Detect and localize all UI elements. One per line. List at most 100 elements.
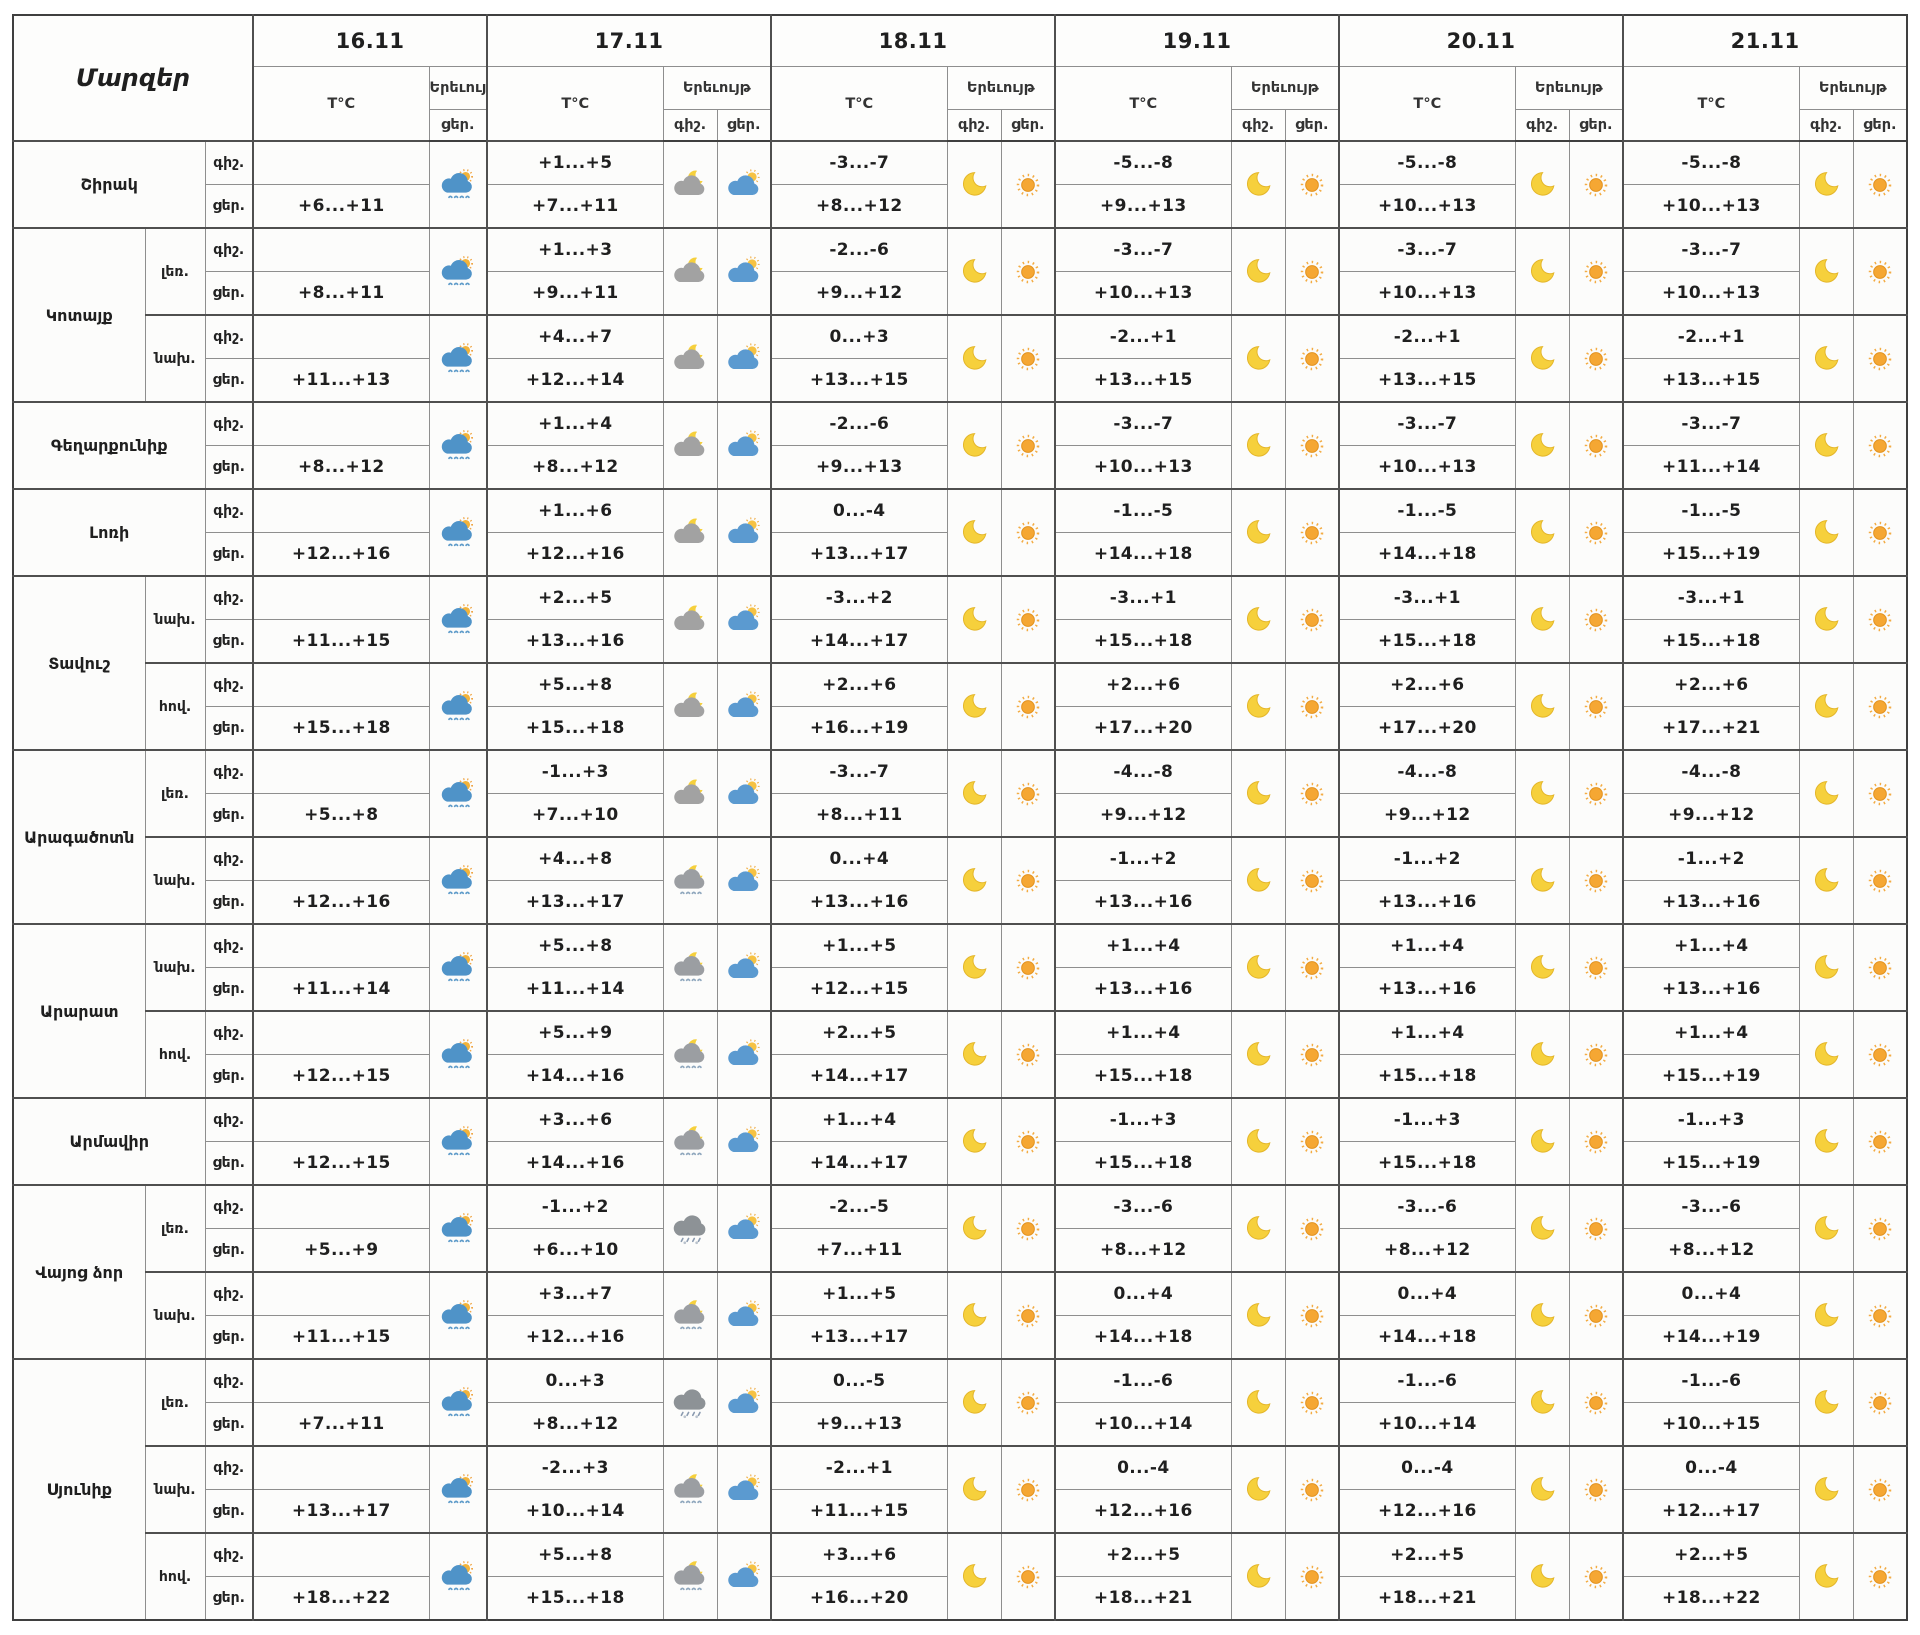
zone-cell: նախ. xyxy=(144,1271,206,1360)
day-temp-cell: +10...+13 xyxy=(1622,184,1800,229)
day-temp-cell: +10...+13 xyxy=(1338,184,1516,229)
sun-cloud-rain-icon xyxy=(439,342,477,375)
night-temp-cell: 0...-4 xyxy=(1054,1445,1232,1490)
moon-icon xyxy=(1811,605,1841,635)
cloud-moon-rain-icon xyxy=(671,1560,709,1593)
night-temp-cell: +1...+4 xyxy=(1338,923,1516,968)
sun-icon xyxy=(1865,1040,1895,1070)
night-label-cell: գիշ. xyxy=(204,401,254,446)
moon-icon xyxy=(1811,1214,1841,1244)
day-weather-icon-cell xyxy=(716,401,772,490)
night-temp-cell: +2...+5 xyxy=(1054,1532,1232,1577)
day-weather-icon-cell xyxy=(1852,1271,1908,1360)
night-weather-icon-cell xyxy=(1798,1445,1854,1534)
forecast-row-night: հով. գիշ. +5...+8 +3...+6 +2...+5 +2...+5 +2..… xyxy=(13,1532,1908,1621)
night-weather-icon-cell xyxy=(946,1010,1002,1099)
night-temp-cell: -1...-6 xyxy=(1338,1358,1516,1403)
cloud-moon-icon xyxy=(671,690,709,723)
day-weather-icon-cell xyxy=(716,575,772,664)
night-column-header: գիշ. xyxy=(1230,109,1286,142)
night-temp-cell: 0...+4 xyxy=(1338,1271,1516,1316)
day-temp-cell: +10...+14 xyxy=(1338,1402,1516,1447)
table-body: Շիրակ գիշ. +1...+5 -3...-7 -5...-8 -5...-8 -5.… xyxy=(12,140,1908,1621)
night-weather-icon-cell xyxy=(1798,1532,1854,1621)
night-weather-icon-cell xyxy=(1798,836,1854,925)
date-header: 20.11 xyxy=(1338,14,1624,67)
day-column-header: ցեր. xyxy=(1000,109,1056,142)
night-weather-icon-cell xyxy=(1514,1097,1570,1186)
moon-icon xyxy=(1243,1388,1273,1418)
forecast-row-night: Տավուշ նախ. գիշ. +2...+5 -3...+2 -3...+1 -3...… xyxy=(12,575,1908,751)
night-temp-cell: +2...+5 xyxy=(486,575,664,620)
date-header: 19.11 xyxy=(1054,14,1340,67)
day-temp-cell: +18...+22 xyxy=(1622,1576,1800,1621)
night-temp-cell: 0...+3 xyxy=(486,1358,664,1403)
day-weather-icon-cell xyxy=(716,1445,772,1534)
sun-icon xyxy=(1581,170,1611,200)
night-weather-icon-cell xyxy=(662,836,718,925)
day-label-cell: ցեր. xyxy=(204,706,254,751)
day-weather-icon-cell xyxy=(1284,314,1340,403)
night-weather-icon-cell xyxy=(1514,923,1570,1012)
day-weather-icon-cell xyxy=(1852,227,1908,316)
day-temp-cell: +15...+18 xyxy=(1054,1141,1232,1186)
day-weather-icon-cell xyxy=(1000,140,1056,229)
night-temp-cell xyxy=(252,1010,430,1055)
sun-icon xyxy=(1297,1301,1327,1331)
night-weather-icon-cell xyxy=(1798,1184,1854,1273)
day-temp-cell: +13...+16 xyxy=(770,880,948,925)
cloud-moon-rain-icon xyxy=(671,951,709,984)
day-temp-cell: +13...+16 xyxy=(1338,880,1516,925)
cloud-moon-rain-icon xyxy=(671,864,709,897)
night-weather-icon-cell xyxy=(662,1358,718,1447)
night-temp-cell: +1...+6 xyxy=(486,488,664,533)
day-weather-icon-cell xyxy=(1284,1532,1340,1621)
moon-icon xyxy=(1811,344,1841,374)
night-temp-cell: -3...-6 xyxy=(1054,1184,1232,1229)
night-weather-icon-cell xyxy=(1230,227,1286,316)
sun-icon xyxy=(1581,344,1611,374)
cloud-rain-snow-icon xyxy=(671,1212,709,1245)
sun-icon xyxy=(1865,1301,1895,1331)
forecast-row-day: ցեր. +8...+12 +8...+12 +9...+13 +10...+13 +10… xyxy=(13,445,1907,490)
cloud-sun-icon xyxy=(725,951,763,984)
cloud-sun-icon xyxy=(725,168,763,201)
night-temp-cell: 0...+4 xyxy=(1622,1271,1800,1316)
night-weather-icon-cell xyxy=(1514,227,1570,316)
sun-icon xyxy=(1297,866,1327,896)
cloud-moon-icon xyxy=(671,429,709,462)
day-weather-icon-cell xyxy=(716,1010,772,1099)
cloud-sun-icon xyxy=(725,342,763,375)
forecast-row-night: Արմավիր գիշ. +3...+6 +1...+4 -1...+3 -1...+3 -… xyxy=(12,1097,1908,1186)
day-label-cell: ցեր. xyxy=(204,1054,254,1099)
night-temp-cell: -2...+1 xyxy=(1338,314,1516,359)
day-weather-icon-cell xyxy=(428,662,488,751)
day-column-header: ցեր. xyxy=(716,109,772,142)
date-header: 21.11 xyxy=(1622,14,1908,67)
sun-icon xyxy=(1581,1301,1611,1331)
day-temp-cell: +12...+16 xyxy=(252,532,430,577)
sun-cloud-rain-icon xyxy=(439,690,477,723)
night-temp-cell xyxy=(252,227,430,272)
day-weather-icon-cell xyxy=(1568,1532,1624,1621)
cloud-moon-rain-icon xyxy=(671,1473,709,1506)
night-weather-icon-cell xyxy=(1798,314,1854,403)
sun-icon xyxy=(1013,779,1043,809)
moon-icon xyxy=(1243,779,1273,809)
night-temp-cell: +4...+8 xyxy=(486,836,664,881)
day-temp-cell: +10...+13 xyxy=(1338,271,1516,316)
day-temp-cell: +13...+15 xyxy=(770,358,948,403)
night-temp-cell: -1...+2 xyxy=(1622,836,1800,881)
day-weather-icon-cell xyxy=(1852,662,1908,751)
night-temp-cell: -2...+1 xyxy=(770,1445,948,1490)
day-weather-icon-cell xyxy=(1568,227,1624,316)
day-weather-icon-cell xyxy=(1000,575,1056,664)
night-temp-cell: -1...-5 xyxy=(1338,488,1516,533)
day-weather-icon-cell xyxy=(716,662,772,751)
sun-icon xyxy=(1865,1127,1895,1157)
night-weather-icon-cell xyxy=(946,1271,1002,1360)
day-temp-cell: +6...+10 xyxy=(486,1228,664,1273)
sun-icon xyxy=(1297,1214,1327,1244)
day-weather-icon-cell xyxy=(428,923,488,1012)
night-temp-cell: +3...+6 xyxy=(770,1532,948,1577)
